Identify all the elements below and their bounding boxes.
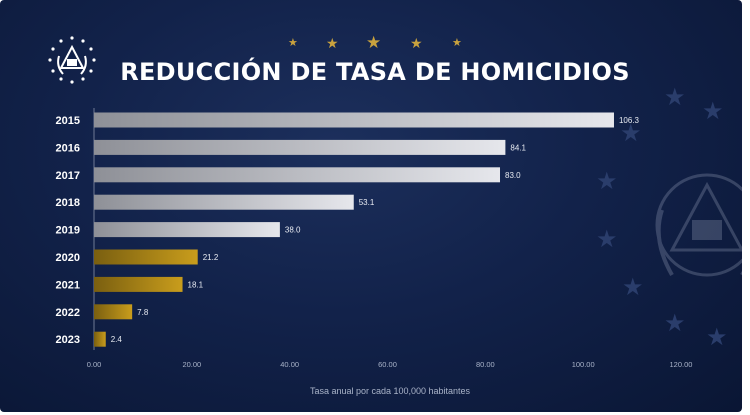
data-label: 106.3 bbox=[619, 116, 640, 125]
bar bbox=[94, 139, 506, 155]
data-label: 83.0 bbox=[505, 171, 521, 180]
background-star-icon: ★ bbox=[622, 274, 644, 301]
x-tick-label: 20.00 bbox=[182, 360, 201, 369]
chart-title: REDUCCIÓN DE TASA DE HOMICIDIOS bbox=[120, 58, 630, 86]
background-star-icon: ★ bbox=[596, 226, 618, 253]
x-tick-label: 0.00 bbox=[87, 360, 102, 369]
y-tick-label: 2019 bbox=[56, 225, 80, 237]
star-icon: ★ bbox=[452, 37, 462, 49]
data-label: 21.2 bbox=[203, 253, 219, 262]
background-star-icon: ★ bbox=[596, 168, 618, 195]
star-icon: ★ bbox=[410, 35, 423, 51]
background-star-icon: ★ bbox=[664, 310, 686, 337]
data-label: 38.0 bbox=[285, 226, 301, 235]
data-label: 7.8 bbox=[137, 308, 149, 317]
x-axis-label: Tasa anual por cada 100,000 habitantes bbox=[309, 386, 471, 396]
y-tick-label: 2018 bbox=[56, 197, 80, 209]
bar bbox=[94, 167, 501, 183]
bar bbox=[94, 194, 354, 210]
bar bbox=[94, 112, 614, 128]
x-tick-label: 80.00 bbox=[476, 360, 495, 369]
x-tick-label: 40.00 bbox=[280, 360, 299, 369]
y-tick-label: 2021 bbox=[56, 279, 80, 291]
bar bbox=[94, 222, 280, 238]
data-label: 18.1 bbox=[188, 280, 204, 289]
background-star-icon: ★ bbox=[620, 120, 642, 147]
x-tick-label: 120.00 bbox=[670, 360, 693, 369]
y-tick-label: 2016 bbox=[56, 142, 80, 154]
y-tick-label: 2015 bbox=[56, 115, 80, 127]
star-icon: ★ bbox=[366, 33, 382, 52]
bar bbox=[94, 304, 133, 320]
star-icon: ★ bbox=[288, 37, 298, 49]
y-tick-label: 2020 bbox=[56, 252, 80, 264]
y-tick-label: 2017 bbox=[56, 170, 80, 182]
bar bbox=[94, 331, 106, 347]
bar bbox=[94, 276, 183, 292]
y-tick-label: 2023 bbox=[56, 334, 80, 346]
background-star-icon: ★ bbox=[702, 98, 724, 125]
star-icon: ★ bbox=[326, 35, 339, 51]
background-star-icon: ★ bbox=[664, 84, 686, 111]
national-seal-icon bbox=[48, 36, 96, 84]
data-label: 53.1 bbox=[359, 198, 375, 207]
title-stars: ★ ★ ★ ★ ★ bbox=[0, 34, 742, 54]
data-label: 84.1 bbox=[510, 143, 526, 152]
data-label: 2.4 bbox=[111, 335, 123, 344]
background-star-icon: ★ bbox=[706, 324, 728, 351]
x-tick-label: 60.00 bbox=[378, 360, 397, 369]
coat-of-arms-emblem bbox=[655, 173, 742, 277]
x-tick-label: 100.00 bbox=[572, 360, 595, 369]
y-tick-label: 2022 bbox=[56, 307, 80, 319]
bar bbox=[94, 249, 198, 265]
